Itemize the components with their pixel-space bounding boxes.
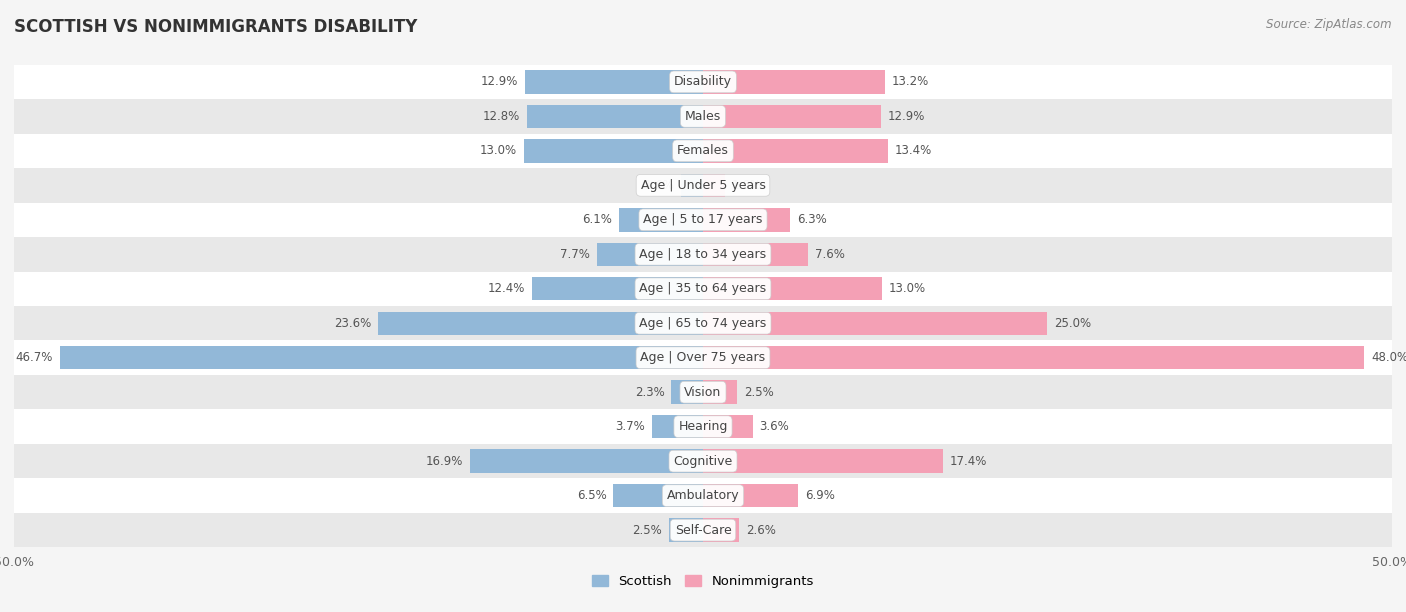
Bar — [703, 346, 1364, 370]
Text: 2.6%: 2.6% — [745, 524, 776, 537]
Text: Age | Over 75 years: Age | Over 75 years — [641, 351, 765, 364]
Bar — [703, 242, 807, 266]
Text: 25.0%: 25.0% — [1054, 317, 1091, 330]
Bar — [14, 168, 1392, 203]
Text: Disability: Disability — [673, 75, 733, 88]
Text: Self-Care: Self-Care — [675, 524, 731, 537]
Text: 46.7%: 46.7% — [15, 351, 52, 364]
Bar — [681, 174, 703, 197]
Text: Age | Under 5 years: Age | Under 5 years — [641, 179, 765, 192]
Text: 6.5%: 6.5% — [576, 489, 606, 502]
Text: Males: Males — [685, 110, 721, 123]
Text: 3.7%: 3.7% — [616, 420, 645, 433]
Bar — [14, 99, 1392, 133]
Bar — [526, 70, 703, 94]
Text: 17.4%: 17.4% — [949, 455, 987, 468]
Bar — [14, 340, 1392, 375]
Bar — [531, 277, 703, 300]
Text: 12.4%: 12.4% — [488, 282, 526, 295]
Text: 23.6%: 23.6% — [333, 317, 371, 330]
Text: 1.6%: 1.6% — [733, 179, 762, 192]
Bar — [703, 277, 882, 300]
Text: Cognitive: Cognitive — [673, 455, 733, 468]
Bar — [14, 479, 1392, 513]
Bar — [703, 312, 1047, 335]
Text: 2.3%: 2.3% — [634, 386, 665, 398]
Text: 7.6%: 7.6% — [814, 248, 845, 261]
Text: 7.7%: 7.7% — [560, 248, 591, 261]
Bar — [524, 139, 703, 163]
Text: 13.0%: 13.0% — [479, 144, 517, 157]
Text: 13.4%: 13.4% — [894, 144, 932, 157]
Bar — [527, 105, 703, 128]
Text: Hearing: Hearing — [678, 420, 728, 433]
Bar — [703, 415, 752, 438]
Text: 12.8%: 12.8% — [482, 110, 520, 123]
Bar — [14, 237, 1392, 272]
Bar — [669, 518, 703, 542]
Legend: Scottish, Nonimmigrants: Scottish, Nonimmigrants — [586, 570, 820, 593]
Text: 6.1%: 6.1% — [582, 214, 612, 226]
Text: 6.9%: 6.9% — [806, 489, 835, 502]
Bar — [14, 203, 1392, 237]
Text: 13.0%: 13.0% — [889, 282, 927, 295]
Bar — [378, 312, 703, 335]
Text: 13.2%: 13.2% — [891, 75, 929, 88]
Text: 48.0%: 48.0% — [1371, 351, 1406, 364]
Text: Vision: Vision — [685, 386, 721, 398]
Bar — [59, 346, 703, 370]
Text: 2.5%: 2.5% — [631, 524, 662, 537]
Text: 12.9%: 12.9% — [481, 75, 519, 88]
Text: 16.9%: 16.9% — [426, 455, 463, 468]
Bar — [703, 381, 738, 404]
Bar — [703, 174, 725, 197]
Bar — [613, 484, 703, 507]
Text: SCOTTISH VS NONIMMIGRANTS DISABILITY: SCOTTISH VS NONIMMIGRANTS DISABILITY — [14, 18, 418, 36]
Bar — [598, 242, 703, 266]
Text: Ambulatory: Ambulatory — [666, 489, 740, 502]
Bar — [14, 272, 1392, 306]
Text: 1.6%: 1.6% — [644, 179, 673, 192]
Text: Source: ZipAtlas.com: Source: ZipAtlas.com — [1267, 18, 1392, 31]
Bar — [703, 449, 943, 473]
Text: Age | 18 to 34 years: Age | 18 to 34 years — [640, 248, 766, 261]
Text: 3.6%: 3.6% — [759, 420, 789, 433]
Bar — [703, 105, 880, 128]
Text: Age | 5 to 17 years: Age | 5 to 17 years — [644, 214, 762, 226]
Bar — [14, 133, 1392, 168]
Bar — [619, 208, 703, 231]
Bar — [703, 208, 790, 231]
Bar — [470, 449, 703, 473]
Text: 6.3%: 6.3% — [797, 214, 827, 226]
Text: Age | 65 to 74 years: Age | 65 to 74 years — [640, 317, 766, 330]
Bar — [14, 306, 1392, 340]
Bar — [652, 415, 703, 438]
Text: Females: Females — [678, 144, 728, 157]
Bar — [14, 444, 1392, 479]
Bar — [703, 139, 887, 163]
Bar — [14, 409, 1392, 444]
Text: Age | 35 to 64 years: Age | 35 to 64 years — [640, 282, 766, 295]
Text: 12.9%: 12.9% — [887, 110, 925, 123]
Bar — [14, 65, 1392, 99]
Bar — [671, 381, 703, 404]
Bar — [703, 518, 738, 542]
Bar — [14, 513, 1392, 547]
Bar — [14, 375, 1392, 409]
Bar — [703, 70, 884, 94]
Bar — [703, 484, 799, 507]
Text: 2.5%: 2.5% — [744, 386, 775, 398]
